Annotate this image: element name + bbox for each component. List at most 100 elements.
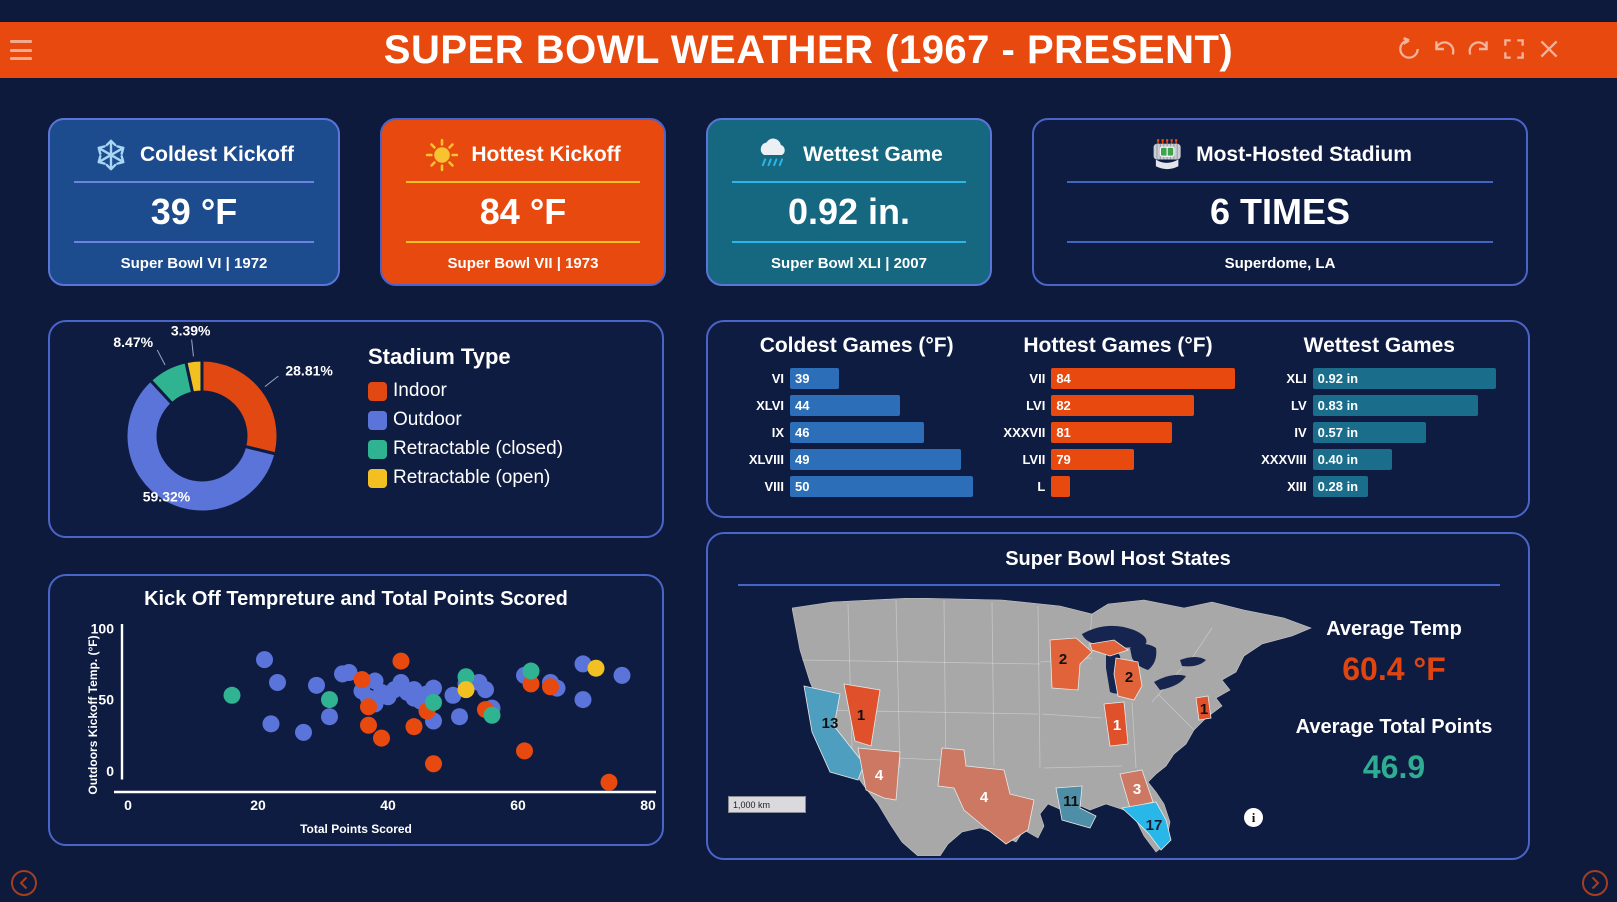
bar-vi[interactable]: 39 (790, 368, 839, 389)
stadium-type-legend: Stadium Type Indoor Outdoor Retractable (c… (368, 344, 563, 496)
bar-viii[interactable]: 50 (790, 476, 974, 497)
fullscreen-icon[interactable] (1501, 36, 1527, 62)
hottest-games-chart: Hottest Games (°F) VII 84 LVI 82 XXXVII 81 LVII… (987, 334, 1248, 506)
scatter-point-indoor[interactable] (392, 652, 410, 670)
scatter-point-outdoor[interactable] (477, 681, 494, 699)
bar-value-label: 81 (1056, 425, 1071, 440)
scatter-point-outdoor[interactable] (574, 691, 592, 709)
scatter-point-indoor[interactable] (522, 675, 540, 693)
scatter-point-retractable-closed-[interactable] (457, 668, 475, 686)
bar-xlviii[interactable]: 49 (790, 449, 962, 470)
scatter-point-outdoor[interactable] (321, 708, 338, 726)
scatter-point-indoor[interactable] (600, 773, 618, 791)
info-icon[interactable]: i (1244, 808, 1263, 827)
legend-item-retractable-closed-[interactable]: Retractable (closed) (368, 438, 563, 460)
scatter-point-outdoor[interactable] (308, 676, 325, 694)
previous-page-button[interactable] (10, 869, 38, 897)
bar-category-label: VIII (764, 479, 784, 494)
bar-value-label: 0.28 in (1317, 479, 1359, 494)
scatter-point-indoor[interactable] (360, 716, 377, 734)
state-michigan[interactable] (1113, 657, 1143, 701)
scatter-point-retractable-closed-[interactable] (425, 693, 442, 711)
state-minnesota[interactable] (1049, 637, 1093, 691)
hamburger-menu-icon[interactable] (10, 40, 32, 60)
state-nevada[interactable] (843, 683, 881, 747)
kpi-card-hottest-kickoff: Hottest Kickoff 84 °F Super Bowl VII | 1… (380, 118, 666, 286)
state-count-california: 13 (822, 715, 839, 732)
kpi-value: 6 TIMES (1209, 191, 1351, 233)
scatter-point-indoor[interactable] (373, 729, 390, 747)
scatter-point-outdoor[interactable] (444, 686, 462, 704)
bar-l[interactable] (1051, 476, 1070, 497)
next-page-button[interactable] (1581, 869, 1609, 897)
avg-points-value: 46.9 (1362, 749, 1426, 785)
bar-lv[interactable]: 0.83 in (1312, 395, 1479, 416)
scatter-point-outdoor[interactable] (269, 673, 286, 691)
scatter-point-retractable-closed-[interactable] (321, 691, 338, 709)
kpi-title: Wettest Game (803, 142, 943, 166)
rain-cloud-icon (755, 137, 791, 173)
scatter-point-outdoor[interactable] (451, 708, 468, 726)
bar-lvii[interactable]: 79 (1051, 449, 1134, 470)
bar-iv[interactable]: 0.57 in (1312, 422, 1427, 443)
scatter-point-retractable-closed-[interactable] (522, 662, 540, 680)
state-texas[interactable] (937, 747, 1035, 845)
scatter-point-outdoor[interactable] (340, 663, 358, 681)
scatter-point-indoor[interactable] (360, 698, 377, 716)
scatter-point-outdoor[interactable] (574, 655, 592, 673)
redo-icon[interactable] (1466, 36, 1492, 62)
scatter-point-indoor[interactable] (516, 742, 533, 760)
close-icon[interactable] (1536, 36, 1562, 62)
scatter-point-outdoor[interactable] (262, 715, 280, 733)
state-florida[interactable] (1121, 801, 1172, 851)
state-michigan-up[interactable] (1089, 639, 1129, 657)
bar-ix[interactable]: 46 (790, 422, 925, 443)
scatter-point-outdoor[interactable] (425, 679, 442, 697)
scatter-point-indoor[interactable] (353, 671, 371, 689)
state-arizona[interactable] (857, 747, 901, 801)
bar-category-label: IV (1294, 425, 1307, 440)
undo-icon[interactable] (1431, 36, 1457, 62)
bar-row-xxxvii: XXXVII 81 (987, 422, 1248, 443)
legend-item-outdoor[interactable]: Outdoor (368, 409, 563, 431)
kpi-value: 0.92 in. (787, 191, 911, 233)
bar-xxxviii[interactable]: 0.40 in (1312, 449, 1393, 470)
donut-label: 28.81% (285, 363, 333, 379)
legend-item-indoor[interactable]: Indoor (368, 380, 563, 402)
state-indiana[interactable] (1103, 701, 1129, 747)
scatter-point-outdoor[interactable] (295, 723, 312, 741)
state-new-jersey[interactable] (1195, 695, 1212, 721)
bar-xxxvii[interactable]: 81 (1051, 422, 1173, 443)
bar-lvi[interactable]: 82 (1051, 395, 1195, 416)
scatter-point-outdoor[interactable] (613, 666, 631, 684)
donut-slice-retractable-open-[interactable] (184, 358, 204, 395)
map-stats: Average Temp 60.4 °F Average Total Point… (1274, 618, 1514, 786)
bar-vii[interactable]: 84 (1051, 368, 1235, 389)
snowflake-icon (94, 138, 128, 172)
scatter-point-indoor[interactable] (425, 755, 442, 773)
state-georgia[interactable] (1119, 769, 1154, 809)
bar-value-label: 44 (795, 398, 810, 413)
bar-xiii[interactable]: 0.28 in (1312, 476, 1369, 497)
scatter-point-outdoor[interactable] (256, 651, 273, 669)
bar-track: 0.57 in (1312, 422, 1496, 443)
avg-temp-value: 60.4 °F (1342, 651, 1446, 687)
state-california[interactable] (803, 685, 865, 781)
donut-slice-indoor[interactable] (200, 358, 280, 456)
state-count-texas: 4 (980, 789, 989, 806)
bar-xlvi[interactable]: 44 (790, 395, 900, 416)
legend-label: Outdoor (393, 409, 462, 430)
scatter-point-retractable-open-[interactable] (587, 659, 605, 677)
state-louisiana[interactable] (1055, 785, 1097, 829)
map-title: Super Bowl Host States (1005, 548, 1231, 570)
scatter-point-retractable-open-[interactable] (457, 681, 475, 699)
scatter-point-indoor[interactable] (542, 678, 559, 696)
scatter-point-retractable-closed-[interactable] (223, 686, 241, 704)
scatter-point-retractable-closed-[interactable] (483, 706, 501, 724)
bar-row-xlvi: XLVI 44 (726, 395, 987, 416)
bar-xli[interactable]: 0.92 in (1312, 368, 1496, 389)
scatter-point-indoor[interactable] (405, 718, 423, 736)
reset-icon[interactable] (1396, 36, 1422, 62)
donut-slice-outdoor[interactable] (124, 378, 278, 514)
legend-item-retractable-open-[interactable]: Retractable (open) (368, 467, 563, 489)
